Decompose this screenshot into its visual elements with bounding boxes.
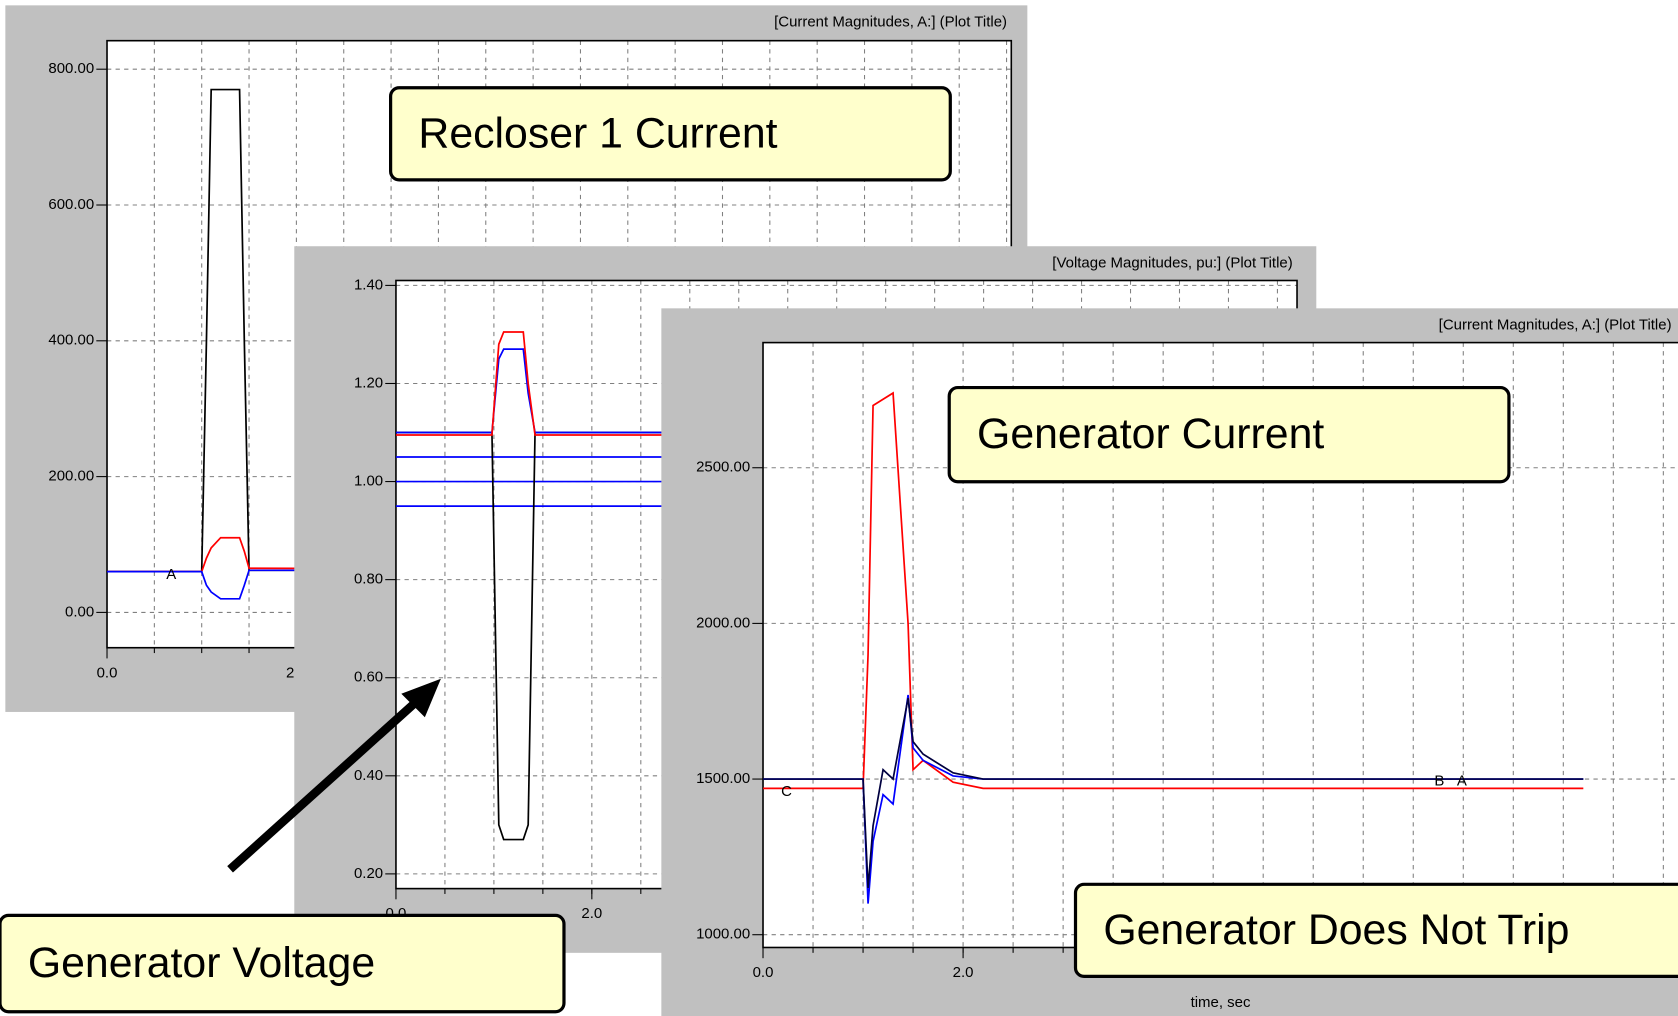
x-tick-label: 0.0	[97, 664, 118, 681]
series-group	[395, 331, 1298, 841]
y-tick-label: 1.40	[354, 276, 383, 293]
y-tick-label: 0.00	[65, 603, 94, 620]
y-tick-label: 1000.00	[696, 926, 750, 943]
series-line	[107, 536, 1007, 573]
y-tick-label: 200.00	[48, 468, 94, 485]
y-tick-label: 1500.00	[696, 770, 750, 787]
x-axis-label: time, sec	[1191, 994, 1251, 1011]
callout-box	[1073, 882, 1678, 978]
callout-text: Generator Does Not Trip	[1103, 906, 1569, 954]
callout-text: Generator Voltage	[28, 939, 375, 987]
series-line	[395, 331, 1298, 436]
y-tick-label: 600.00	[48, 196, 94, 213]
y-tick-label: 2000.00	[696, 614, 750, 631]
y-tick-label: 1.00	[354, 473, 383, 490]
plot-title: [Current Magnitudes, A:] (Plot Title)	[1439, 316, 1672, 333]
y-tick-label: 0.80	[354, 571, 383, 588]
callout-box	[947, 385, 1511, 484]
arrow-shaft	[227, 692, 426, 873]
series-group	[107, 88, 1007, 600]
series-line	[395, 431, 1298, 841]
series-line	[107, 88, 1007, 573]
y-tick-label: 0.60	[354, 669, 383, 686]
series-line	[763, 697, 1584, 889]
series-group	[763, 391, 1584, 904]
y-tick-label: 400.00	[48, 332, 94, 349]
y-tick-label: 0.20	[354, 865, 383, 882]
series-label: B	[1434, 772, 1444, 789]
y-tick-label: 0.40	[354, 767, 383, 784]
plot-title: [Voltage Magnitudes, pu:] (Plot Title)	[1052, 254, 1292, 271]
x-tick-label: 0.0	[753, 964, 774, 981]
callout-box	[0, 913, 566, 1014]
x-tick-label: 2.0	[581, 905, 602, 922]
arrow-head	[401, 678, 441, 718]
y-tick-label: 2500.00	[696, 459, 750, 476]
series-label: A	[166, 566, 176, 583]
x-tick-label: 2.0	[953, 964, 974, 981]
series-line	[763, 391, 1584, 790]
y-tick-label: 800.00	[48, 60, 94, 77]
callout-text: Generator Current	[977, 410, 1324, 458]
series-line	[107, 569, 1007, 600]
y-tick-label: 1.20	[354, 374, 383, 391]
callout-box	[389, 86, 952, 182]
series-label: C	[781, 783, 792, 800]
series-label: A	[1457, 772, 1467, 789]
plot-title: [Current Magnitudes, A:] (Plot Title)	[774, 13, 1007, 30]
callout-text: Recloser 1 Current	[418, 109, 777, 157]
